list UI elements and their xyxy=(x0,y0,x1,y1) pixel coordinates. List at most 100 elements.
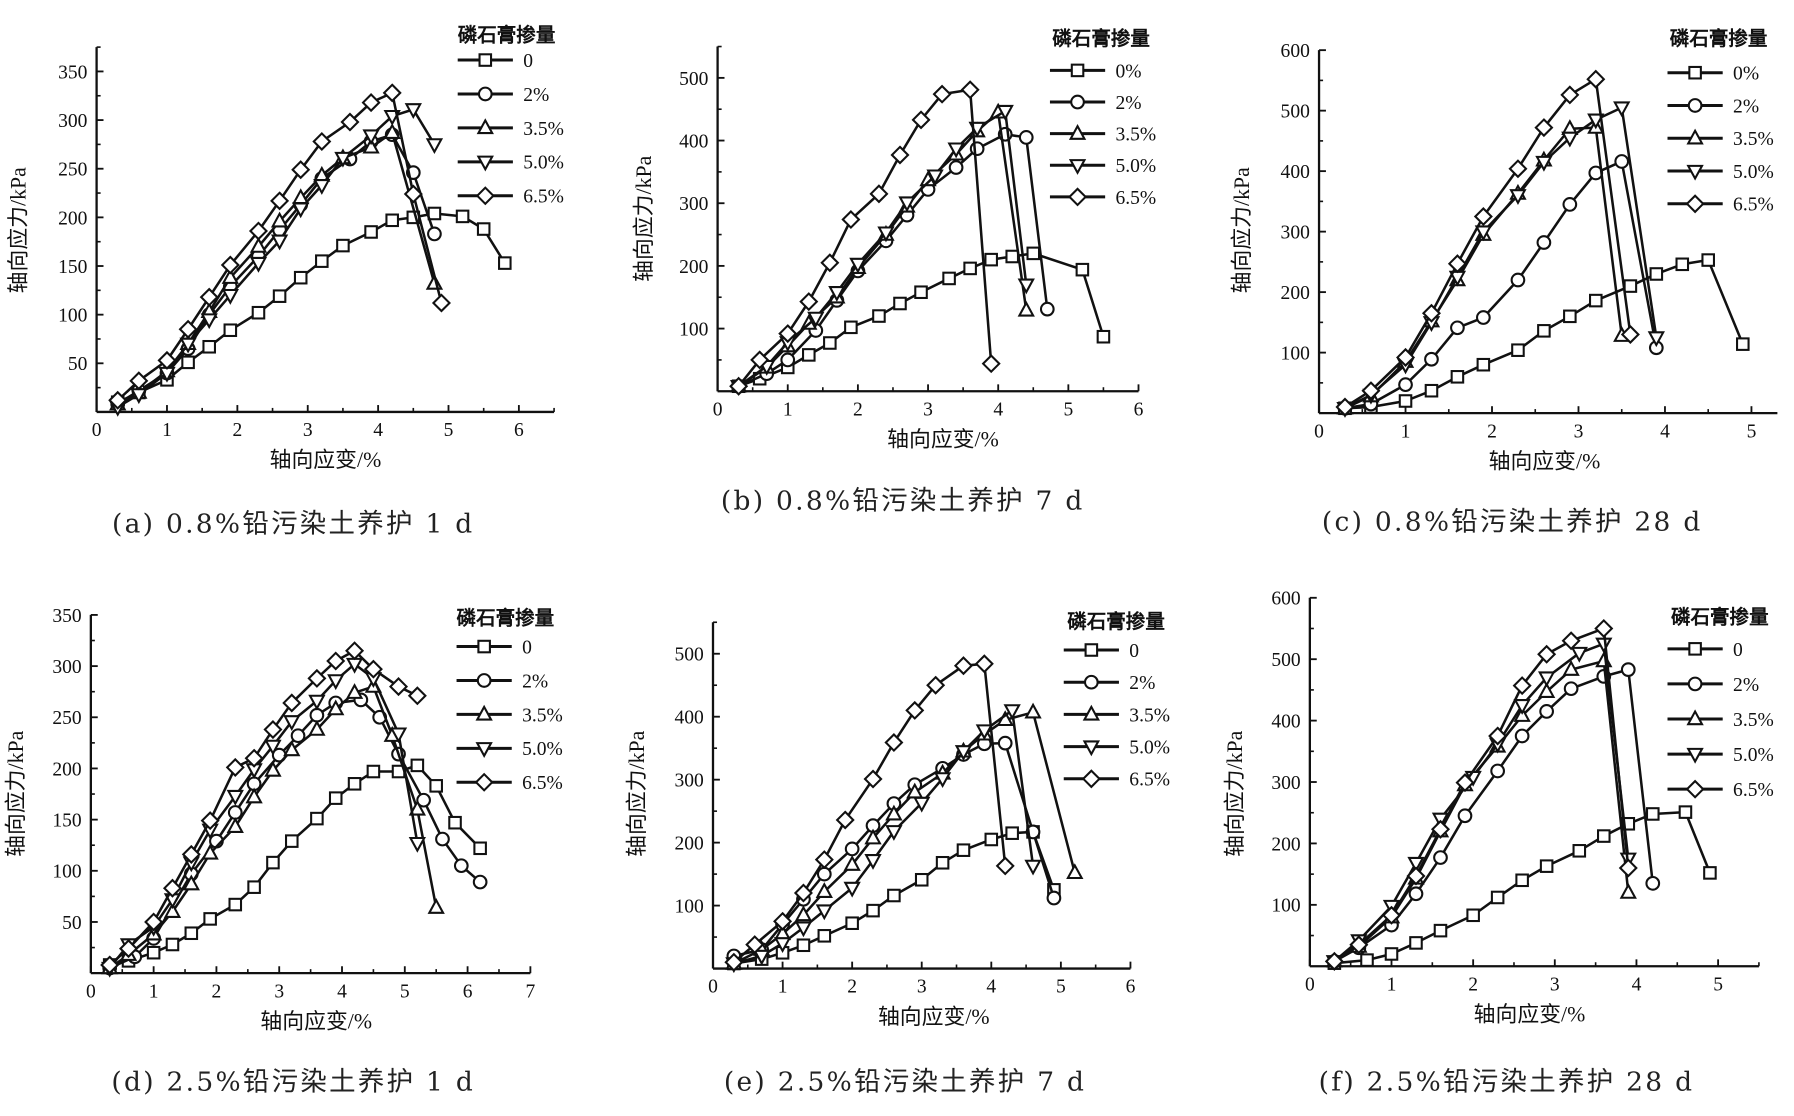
y-axis-label: 轴向应力/kPa xyxy=(625,730,649,857)
legend-label: 6.5% xyxy=(1733,195,1774,216)
diamond-data-point xyxy=(932,84,952,104)
triangle-down-data-point xyxy=(773,937,792,954)
triangle-down-data-point xyxy=(1537,671,1556,688)
diamond-data-point xyxy=(724,952,744,972)
y-tick-label: 500 xyxy=(675,645,705,666)
square-data-point xyxy=(455,209,470,224)
triangle-down-data-point xyxy=(389,727,408,744)
square-data-point xyxy=(866,903,880,918)
series-6p5pct xyxy=(729,80,1001,396)
y-tick-label: 150 xyxy=(58,257,88,278)
diamond-data-point xyxy=(1361,381,1381,401)
triangle-down-data-point xyxy=(898,196,916,213)
x-tick-label: 2 xyxy=(853,399,863,420)
circle-data-point xyxy=(997,735,1013,751)
diamond-data-point xyxy=(884,733,904,753)
triangle-up-data-point xyxy=(283,740,301,757)
y-tick-label: 200 xyxy=(52,759,82,780)
triangle-down-data-point xyxy=(794,921,813,938)
diamond-data-point xyxy=(750,350,770,370)
square-data-point xyxy=(347,777,362,791)
y-tick-label: 300 xyxy=(58,111,88,132)
diamond-data-point xyxy=(129,371,149,391)
circle-data-point xyxy=(1563,681,1579,697)
triangle-down-data-point xyxy=(975,724,993,741)
circle-legend-icon xyxy=(1070,94,1085,110)
square-data-point xyxy=(802,348,816,362)
y-tick-label: 600 xyxy=(1271,589,1301,610)
diamond-data-point xyxy=(181,844,201,864)
triangle-up-data-point xyxy=(427,898,445,914)
triangle-down-data-point xyxy=(283,715,301,732)
x-tick-label: 5 xyxy=(1056,977,1066,998)
triangle-up-data-point xyxy=(1562,660,1580,676)
triangle-down-data-point xyxy=(221,288,239,305)
diamond-data-point xyxy=(270,191,290,211)
y-tick-label: 50 xyxy=(62,913,82,934)
diamond-data-point xyxy=(225,757,245,777)
square-data-point xyxy=(844,320,858,335)
diamond-data-point xyxy=(389,677,409,697)
triangle-down-data-point xyxy=(264,739,282,756)
x-axis-label: 轴向应变/% xyxy=(270,448,382,472)
legend-label: 5.0% xyxy=(522,739,563,760)
square-data-point xyxy=(984,252,998,267)
diamond-data-point xyxy=(1381,905,1402,925)
square-data-point xyxy=(893,296,907,311)
triangle-up-legend-icon xyxy=(476,118,494,135)
diamond-data-point xyxy=(345,641,365,661)
square-data-point xyxy=(1005,249,1020,264)
square-data-point xyxy=(1384,947,1399,961)
series-line xyxy=(117,212,506,404)
x-tick-label: 0 xyxy=(1305,974,1315,995)
triangle-up-data-point xyxy=(383,123,401,139)
legend-label: 3.5% xyxy=(1733,129,1774,150)
square-data-point xyxy=(1433,923,1448,938)
square-data-point xyxy=(293,270,308,285)
square-legend-icon xyxy=(1070,63,1085,78)
y-tick-label: 350 xyxy=(58,62,88,83)
x-tick-label: 1 xyxy=(783,399,793,420)
square-data-point xyxy=(364,225,378,239)
diamond-data-point xyxy=(200,811,220,831)
triangle-up-data-point xyxy=(327,699,345,716)
circle-data-point xyxy=(1536,235,1552,250)
triangle-down-data-point xyxy=(1017,278,1035,295)
square-data-point xyxy=(942,271,956,286)
y-tick-label: 200 xyxy=(679,257,709,278)
square-data-point xyxy=(366,764,381,779)
chart-panel-a: 0 1 2 3 4 5 6 50 100 150 200 250 300 350 轴向应变/% 轴向应力/kP… xyxy=(6,24,564,540)
y-tick-label: 500 xyxy=(679,69,709,90)
diamond-legend-icon xyxy=(1685,194,1705,214)
triangle-down-data-point xyxy=(313,179,331,195)
x-tick-label: 1 xyxy=(778,977,788,998)
square-data-point xyxy=(181,355,195,370)
series-5p0pct xyxy=(725,704,1042,974)
x-tick-label: 2 xyxy=(1468,974,1478,995)
circle-data-point xyxy=(309,707,325,723)
x-tick-label: 1 xyxy=(1387,974,1397,995)
circle-data-point xyxy=(1398,377,1413,393)
circle-data-point xyxy=(1614,154,1630,169)
y-tick-label: 500 xyxy=(1271,650,1301,671)
circle-data-point xyxy=(1424,351,1439,367)
x-tick-label: 3 xyxy=(1574,421,1584,442)
diamond-data-point xyxy=(431,293,451,313)
series-2pct xyxy=(726,735,1062,964)
square-data-point xyxy=(1075,262,1090,277)
triangle-down-legend-icon xyxy=(475,742,493,758)
triangle-up-data-point xyxy=(163,902,182,918)
square-data-point xyxy=(1645,807,1660,821)
legend-label: 3.5% xyxy=(1129,705,1170,726)
triangle-up-data-point xyxy=(794,905,813,922)
diamond-data-point xyxy=(841,210,861,230)
square-data-point xyxy=(336,238,350,253)
square-data-point xyxy=(228,897,243,912)
circle-data-point xyxy=(1539,704,1554,719)
x-tick-label: 3 xyxy=(303,420,313,441)
legend-label: 0% xyxy=(1733,64,1759,85)
chart-panel-e: 0 1 2 3 4 5 6 100 200 300 400 500 轴向应变/% 轴向应力/kPa 磷石膏掺… xyxy=(625,610,1170,1097)
square-legend-icon xyxy=(1688,642,1702,656)
series-0 xyxy=(110,206,512,410)
square-data-point xyxy=(1572,844,1587,858)
